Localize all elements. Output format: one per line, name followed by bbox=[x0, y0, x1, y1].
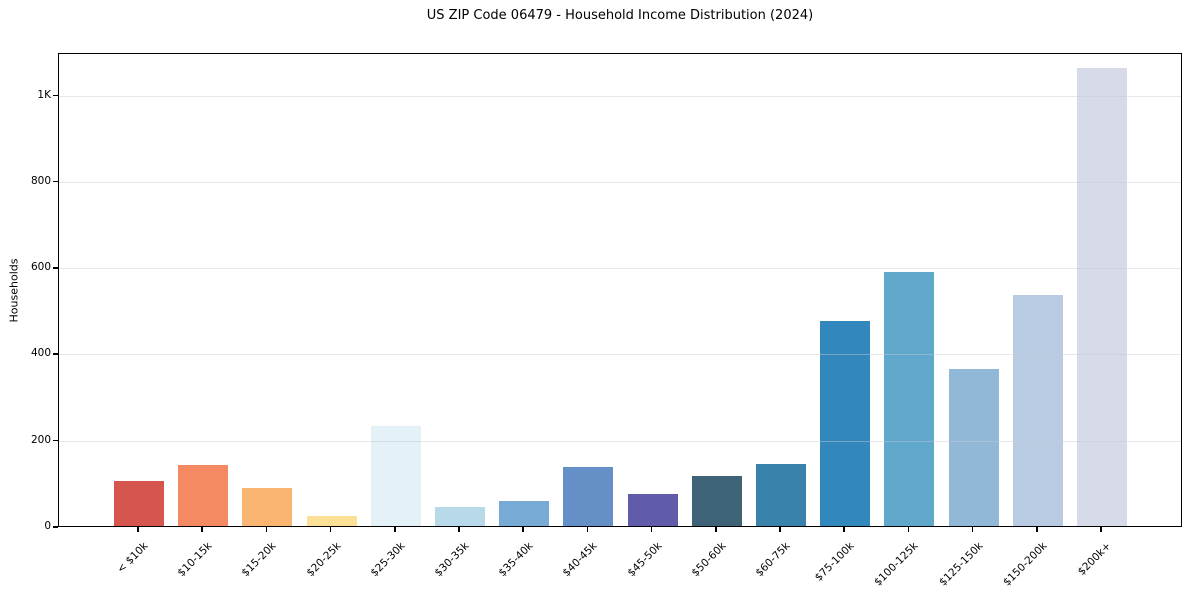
y-tick-mark bbox=[53, 180, 58, 183]
bar-$40-45k bbox=[563, 467, 614, 526]
y-tick-mark bbox=[53, 94, 58, 97]
x-tick-label: $45-50k bbox=[624, 540, 665, 580]
bar-$75-100k bbox=[820, 320, 871, 526]
gridline-400 bbox=[59, 354, 1181, 356]
x-tick-mark bbox=[394, 527, 396, 532]
plot-area bbox=[58, 53, 1182, 527]
x-tick-label: $75-100k bbox=[812, 540, 857, 584]
x-tick-mark bbox=[1100, 527, 1102, 532]
chart-title: US ZIP Code 06479 - Household Income Dis… bbox=[426, 8, 814, 23]
y-tick-mark bbox=[53, 353, 58, 355]
x-tick-mark bbox=[971, 527, 974, 532]
y-tick-mark bbox=[53, 267, 58, 269]
bar-$25-30k bbox=[370, 426, 421, 526]
x-tick-mark bbox=[329, 527, 332, 532]
x-tick-mark bbox=[779, 527, 781, 532]
x-tick-label: $200k+ bbox=[1075, 540, 1114, 578]
x-tick-mark bbox=[715, 527, 717, 532]
x-tick-label: $35-40k bbox=[496, 540, 536, 580]
bar-< $10k bbox=[114, 480, 164, 526]
y-tick-label: 0 bbox=[44, 520, 51, 532]
x-tick-label: $125-150k bbox=[936, 540, 986, 589]
bar-$20-25k bbox=[306, 516, 357, 526]
gridline-200 bbox=[59, 440, 1181, 442]
y-tick-label: 600 bbox=[30, 261, 51, 274]
bar-$30-35k bbox=[435, 506, 485, 526]
bar-$10-15k bbox=[178, 465, 229, 526]
gridline-600 bbox=[59, 268, 1181, 270]
x-tick-mark bbox=[907, 527, 910, 532]
x-tick-mark bbox=[650, 527, 653, 532]
bar-$100-125k bbox=[884, 272, 935, 526]
bar-$125-150k bbox=[948, 369, 999, 526]
y-tick-label: 200 bbox=[30, 433, 51, 446]
x-tick-mark bbox=[586, 527, 589, 532]
x-tick-label: $50-60k bbox=[689, 540, 729, 580]
x-tick-mark bbox=[201, 527, 203, 532]
x-tick-label: $10-15k bbox=[175, 540, 215, 580]
x-tick-label: $60-75k bbox=[753, 540, 793, 580]
x-tick-mark bbox=[522, 527, 524, 532]
x-tick-label: $20-25k bbox=[303, 540, 344, 580]
x-tick-mark bbox=[843, 527, 845, 532]
x-tick-label: $150-200k bbox=[1000, 540, 1050, 589]
x-tick-label: $25-30k bbox=[368, 540, 408, 580]
gridline-1K bbox=[59, 95, 1181, 97]
x-tick-label: $15-20k bbox=[239, 540, 279, 580]
y-tick-label: 800 bbox=[30, 174, 51, 187]
y-tick-label: 1K bbox=[37, 88, 51, 101]
bar-$45-50k bbox=[627, 494, 678, 526]
x-tick-label: $40-45k bbox=[560, 540, 600, 580]
bar-$50-60k bbox=[691, 475, 742, 526]
bar-$35-40k bbox=[499, 501, 550, 526]
bar-$150-200k bbox=[1012, 294, 1063, 526]
bar-$60-75k bbox=[756, 464, 806, 526]
bar-$200k+ bbox=[1077, 67, 1127, 526]
x-tick-label: $100-125k bbox=[872, 540, 921, 589]
y-tick-mark bbox=[53, 439, 58, 442]
y-axis-label: Households bbox=[7, 258, 21, 323]
y-tick-label: 400 bbox=[30, 347, 51, 360]
x-tick-label: $30-35k bbox=[432, 540, 472, 580]
bar-$15-20k bbox=[242, 487, 293, 526]
x-tick-label: < $10k bbox=[114, 540, 151, 576]
x-tick-mark bbox=[137, 527, 139, 532]
y-tick-mark bbox=[53, 526, 58, 528]
x-tick-mark bbox=[458, 527, 460, 532]
gridline-800 bbox=[59, 181, 1181, 183]
x-tick-mark bbox=[265, 527, 268, 532]
x-tick-mark bbox=[1036, 527, 1038, 532]
